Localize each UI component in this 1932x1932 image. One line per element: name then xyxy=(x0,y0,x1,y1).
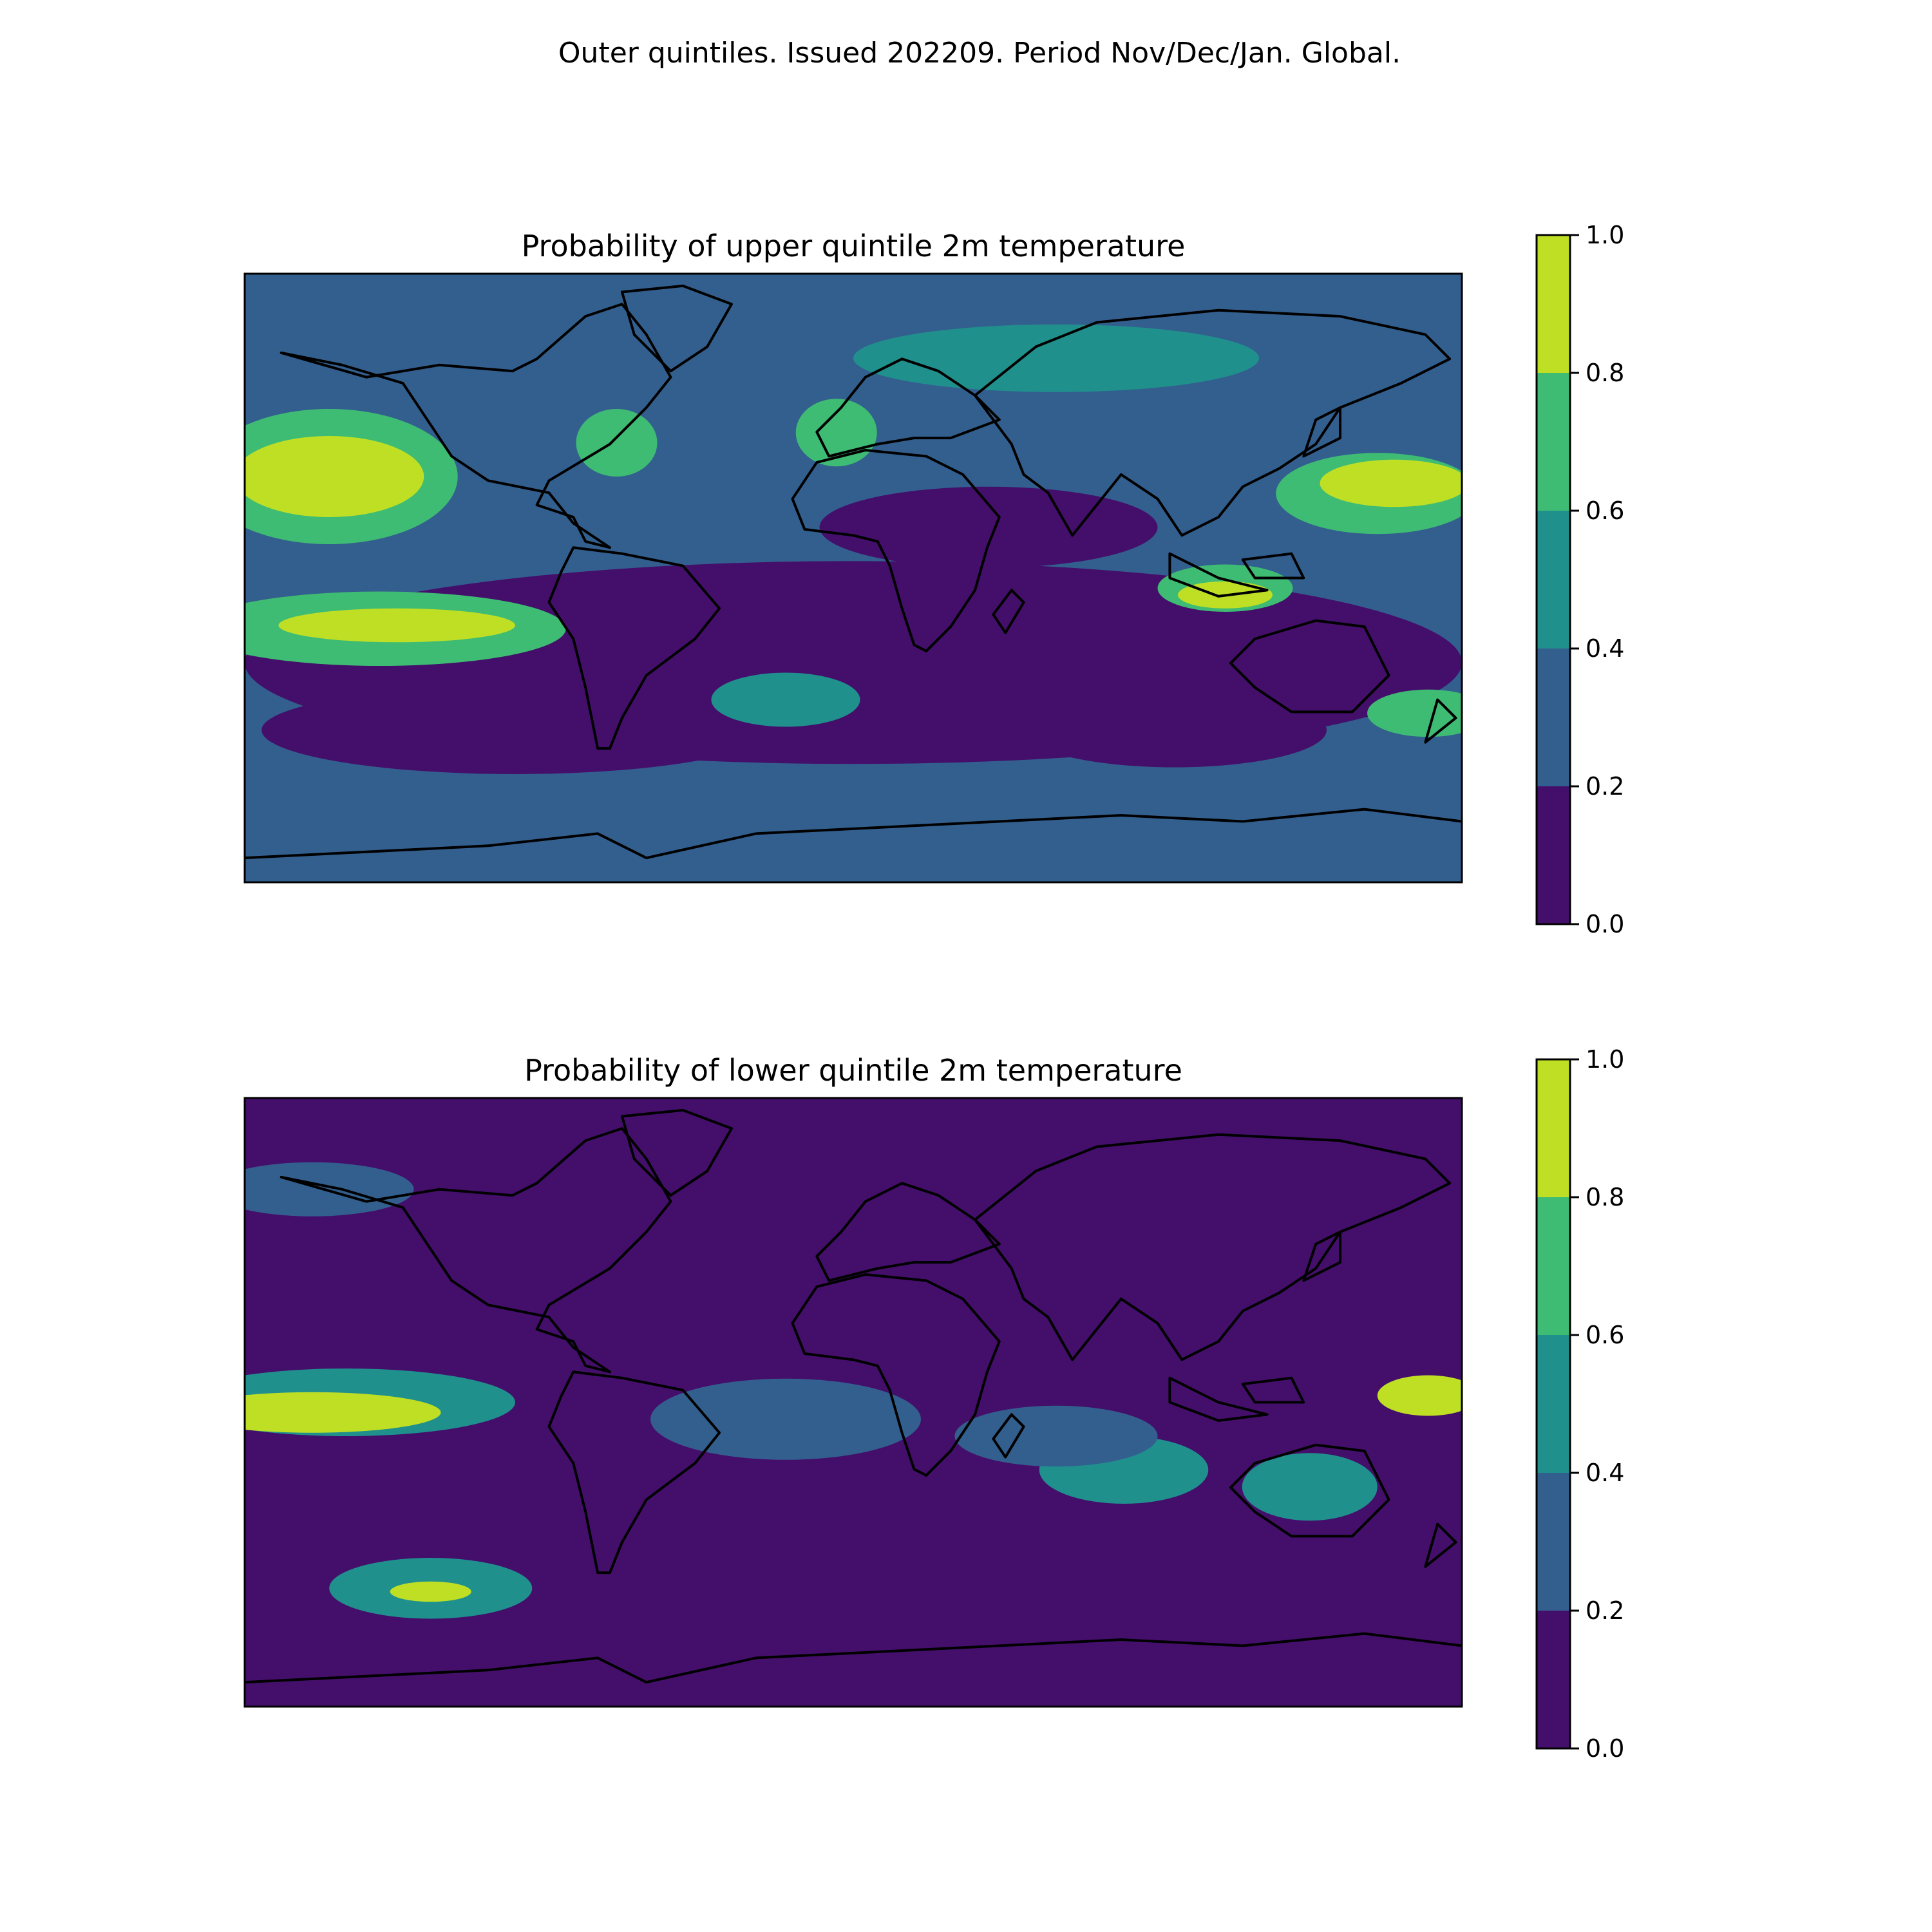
probability-region xyxy=(245,1162,414,1217)
colorbar-tick-label: 0.2 xyxy=(1586,772,1624,800)
colorbar: 0.0 0.2 0.4 0.6 0.8 1.0 xyxy=(1535,221,1624,938)
colorbar-segment xyxy=(1537,1197,1570,1335)
colorbar-tick-label: 0.4 xyxy=(1586,1459,1624,1487)
colorbar-segment xyxy=(1537,1059,1570,1197)
probability-region xyxy=(853,324,1259,392)
colorbar-tick-label: 0.6 xyxy=(1586,497,1624,525)
colorbar-segment xyxy=(1537,1473,1570,1611)
probability-region xyxy=(650,1378,921,1460)
colorbar-segment xyxy=(1537,235,1570,373)
colorbar-segment xyxy=(1537,1335,1570,1473)
probability-region xyxy=(819,486,1158,568)
colorbar-tick-label: 0.0 xyxy=(1586,910,1624,938)
map-frame xyxy=(243,1097,1463,1708)
colorbar-segment xyxy=(1537,373,1570,511)
colorbar-tick-label: 0.6 xyxy=(1586,1321,1624,1349)
colorbar-tick-label: 1.0 xyxy=(1586,1045,1624,1074)
map-title: Probability of lower quintile 2m tempera… xyxy=(524,1053,1182,1088)
probability-region xyxy=(1320,459,1462,507)
probability-region xyxy=(245,1392,441,1433)
probability-region xyxy=(954,1405,1158,1467)
probability-region xyxy=(261,686,769,774)
probability-region xyxy=(711,672,860,727)
colorbar-frame xyxy=(1535,1058,1571,1750)
figure-title: Outer quintiles. Issued 202209. Period N… xyxy=(558,37,1401,70)
map-frame xyxy=(243,272,1463,884)
upper-quintile-panel: Probability of upper quintile 2m tempera… xyxy=(243,221,1624,938)
colorbar-tick-label: 1.0 xyxy=(1586,221,1624,249)
map-title: Probability of upper quintile 2m tempera… xyxy=(522,229,1186,263)
colorbar-segment xyxy=(1537,649,1570,786)
probability-region xyxy=(278,608,515,643)
colorbar-frame xyxy=(1535,234,1571,925)
colorbar-tick-label: 0.0 xyxy=(1586,1734,1624,1763)
colorbar-tick-label: 0.2 xyxy=(1586,1596,1624,1625)
probability-region xyxy=(1377,1375,1462,1416)
lower-quintile-panel: Probability of lower quintile 2m tempera… xyxy=(243,1045,1624,1763)
colorbar-segment xyxy=(1537,1611,1570,1748)
colorbar-segment xyxy=(1537,511,1570,649)
probability-region xyxy=(245,436,424,517)
probability-region xyxy=(1242,1453,1378,1521)
colorbar: 0.0 0.2 0.4 0.6 0.8 1.0 xyxy=(1535,1045,1624,1763)
probability-field xyxy=(245,1098,1462,1707)
colorbar-segment xyxy=(1537,786,1570,924)
colorbar-tick-label: 0.4 xyxy=(1586,634,1624,663)
colorbar-tick-label: 0.8 xyxy=(1586,359,1624,387)
probability-region xyxy=(576,409,658,477)
colorbar-tick-label: 0.8 xyxy=(1586,1183,1624,1211)
probability-region xyxy=(1022,693,1327,768)
probability-region xyxy=(390,1581,471,1602)
